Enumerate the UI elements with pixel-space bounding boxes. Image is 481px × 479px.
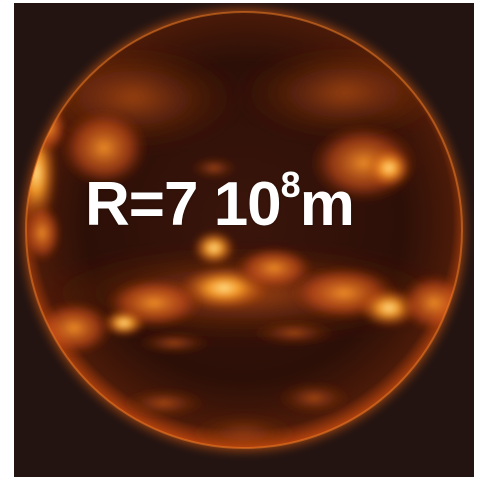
sun-photo [14,3,474,477]
sun-illustration [14,3,474,477]
active-regions [26,43,462,448]
caption-prefix: R=7 10 [85,170,282,239]
caption-unit: m [299,170,355,239]
sun-limb [25,11,463,449]
caption-exponent: 8 [280,164,301,206]
radius-caption: R=7 108m [85,167,355,240]
